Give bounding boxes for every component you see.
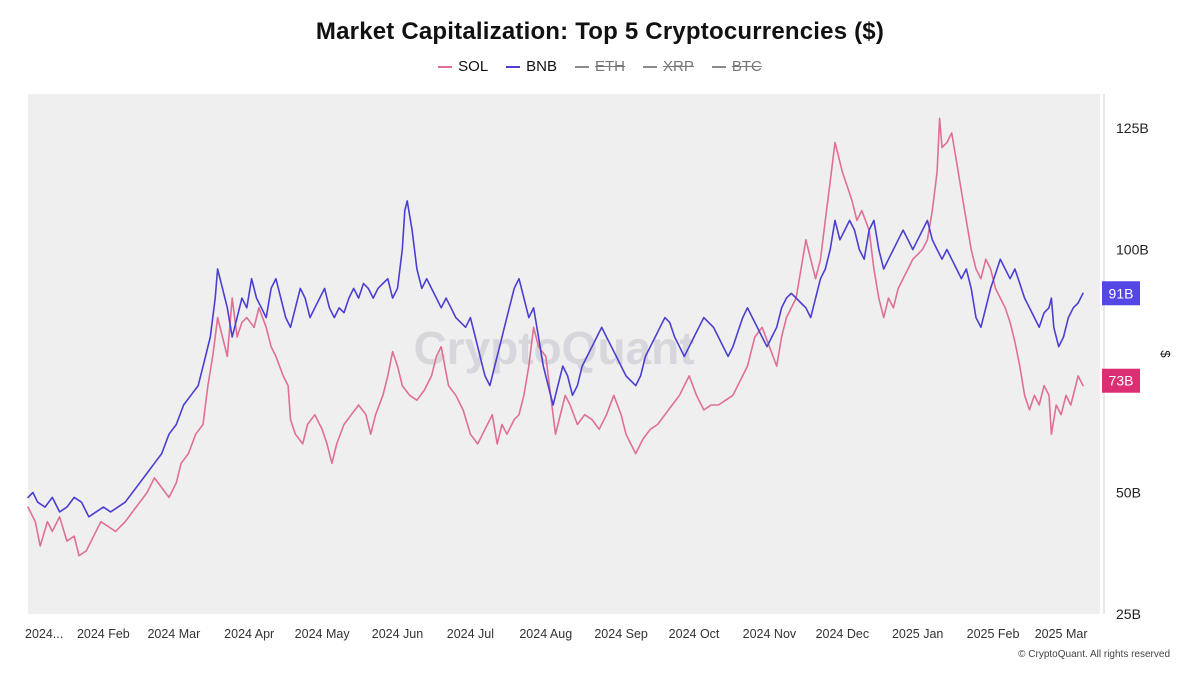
legend-swatch-xrp (643, 65, 657, 68)
legend-swatch-btc (711, 65, 726, 68)
x-tick-label: 2024 Apr (224, 627, 274, 641)
last-value-label-sol: 73B (1109, 373, 1134, 389)
chart-title: Market Capitalization: Top 5 Cryptocurre… (315, 18, 885, 45)
y-tick-label: 50B (1116, 485, 1141, 501)
series-line-sol (27, 117, 1084, 557)
x-tick-label: 2024... (25, 627, 63, 641)
legend-label-bnb: BNB (526, 58, 557, 75)
chart-legend: SOL BNB ETH XRP BTC (0, 58, 1200, 75)
watermark: CryptoQuant (413, 322, 694, 374)
x-tick-label: 2024 Sep (594, 627, 648, 641)
x-tick-label: 2024 Aug (519, 627, 572, 641)
x-tick-label: 2025 Feb (967, 627, 1020, 641)
x-tick-label: 2024 Nov (743, 627, 797, 641)
series-line-bnb (27, 200, 1084, 518)
legend-item-sol[interactable]: SOL (438, 58, 488, 75)
last-value-label-bnb: 91B (1109, 285, 1134, 301)
x-tick-label: 2024 Jul (447, 627, 494, 641)
legend-label-xrp: XRP (663, 58, 694, 75)
x-tick-label: 2024 Jun (372, 627, 423, 641)
y-tick-label: 125B (1116, 120, 1149, 136)
last-value-badge-sol (1102, 368, 1140, 393)
legend-item-btc[interactable]: BTC (711, 58, 762, 75)
last-value-badge-bnb (1102, 281, 1140, 306)
x-tick-label: 2024 May (295, 627, 351, 641)
legend-swatch-bnb (506, 65, 521, 68)
y-axis-label: $ (1158, 350, 1173, 358)
x-tick-label: 2024 Mar (147, 627, 200, 641)
legend-item-bnb[interactable]: BNB (506, 58, 557, 75)
legend-label-btc: BTC (731, 58, 762, 75)
copyright-credit: © CryptoQuant. All rights reserved (1018, 649, 1170, 660)
x-tick-label: 2024 Feb (77, 627, 130, 641)
x-tick-label: 2024 Oct (669, 627, 720, 641)
legend-label-eth: ETH (595, 58, 625, 75)
y-tick-label: 100B (1116, 242, 1149, 258)
x-tick-label: 2025 Jan (892, 627, 943, 641)
legend-label-sol: SOL (458, 58, 489, 75)
legend-item-xrp[interactable]: XRP (643, 58, 694, 75)
legend-item-eth[interactable]: ETH (575, 58, 625, 75)
x-tick-label: 2024 Dec (816, 627, 870, 641)
legend-swatch-sol (438, 65, 453, 68)
legend-swatch-eth (575, 65, 589, 68)
y-tick-label: 25B (1116, 606, 1141, 622)
x-tick-label: 2025 Mar (1035, 627, 1088, 641)
